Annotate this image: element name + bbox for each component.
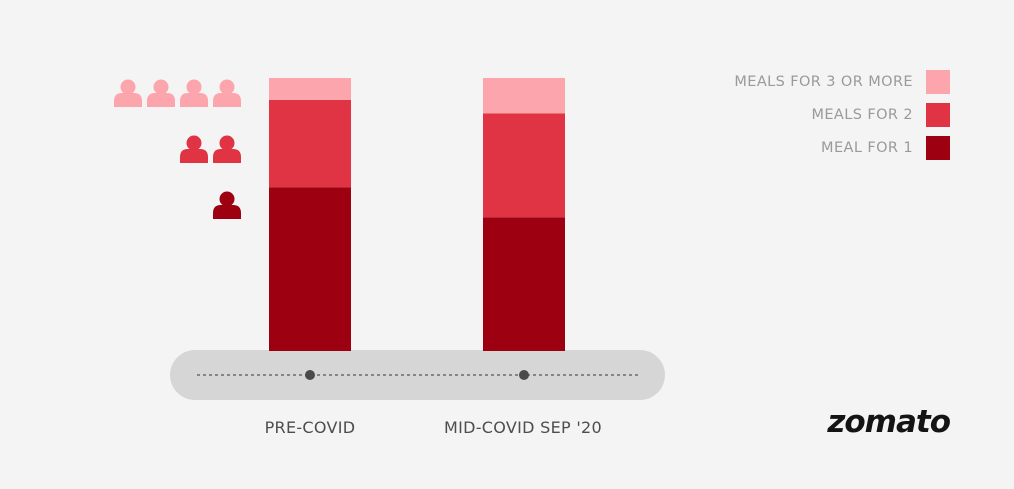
legend-label: MEALS FOR 3 OR MORE xyxy=(734,74,913,90)
person-icon xyxy=(213,191,241,219)
legend-label: MEALS FOR 2 xyxy=(811,107,913,123)
legend-swatch xyxy=(926,70,950,94)
legend-item-meal-for-1: MEAL FOR 1 xyxy=(821,136,950,160)
person-icon xyxy=(147,79,175,107)
legend-item-meals-for-3-or-more: MEALS FOR 3 OR MORE xyxy=(734,70,950,94)
person-icon xyxy=(213,79,241,107)
legend-swatch xyxy=(926,136,950,160)
bar-segment-meals-for-2-1 xyxy=(483,113,565,218)
x-tick-label-pre-covid: PRE-COVID xyxy=(264,418,356,437)
zomato-logo: zomato xyxy=(827,404,951,440)
legend-swatch xyxy=(926,103,950,127)
bar-segment-meals-for-3-or-more-0 xyxy=(269,78,351,100)
x-tick-label-mid-covid: MID-COVID SEP '20 xyxy=(443,418,603,437)
bar-segment-meal-for-1-1 xyxy=(483,217,565,351)
person-icon xyxy=(180,79,208,107)
timeline-marker-0 xyxy=(305,370,315,380)
person-icon xyxy=(213,135,241,163)
bar-segment-meals-for-3-or-more-1 xyxy=(483,78,565,114)
timeline-track xyxy=(170,350,665,400)
legend-label: MEAL FOR 1 xyxy=(821,140,913,156)
person-icon xyxy=(180,135,208,163)
bar-segment-meals-for-2-0 xyxy=(269,99,351,188)
person-icon xyxy=(114,79,142,107)
bar-segment-meal-for-1-0 xyxy=(269,187,351,351)
timeline-marker-1 xyxy=(519,370,529,380)
legend-item-meals-for-2: MEALS FOR 2 xyxy=(811,103,950,127)
